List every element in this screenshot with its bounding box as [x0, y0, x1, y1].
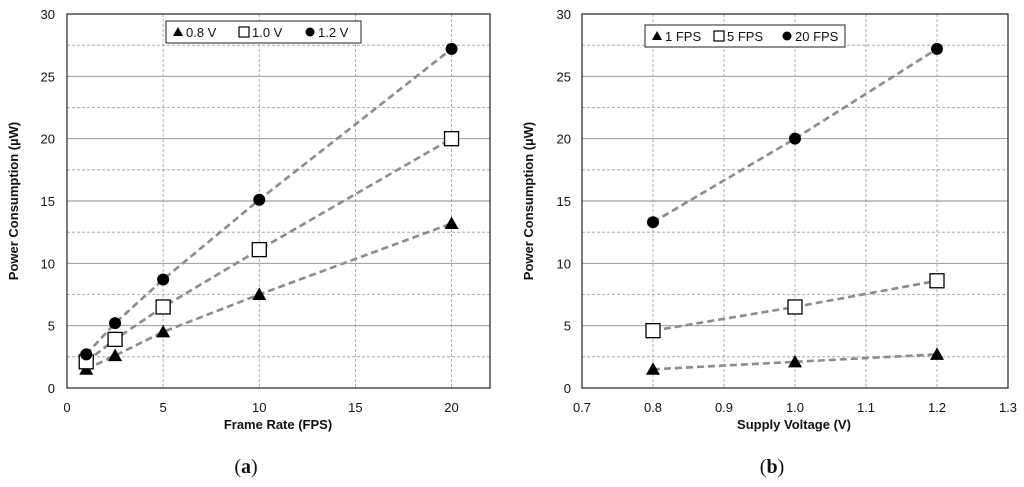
x-tick-label: 0.8 — [644, 400, 662, 415]
y-tick-label: 10 — [557, 256, 571, 271]
data-point-square — [155, 299, 171, 315]
legend-items-b: 1 FPS 5 FPS 20 FPS — [652, 29, 839, 44]
y-tick-label: 20 — [41, 132, 55, 147]
x-tick-label: 20 — [444, 400, 458, 415]
legend-marker-square — [238, 26, 250, 38]
data-point-circle — [253, 193, 266, 206]
legend-a: 0.8 V 1.0 V 1.2 V — [165, 20, 362, 44]
legend-marker-square — [713, 30, 725, 42]
data-point-circle — [789, 132, 801, 145]
y-tick-label: 25 — [557, 69, 571, 84]
legend-box-b — [644, 24, 846, 48]
series-line-2 — [85, 47, 453, 356]
data-point-square — [787, 299, 803, 315]
x-tick-label: 1.2 — [928, 400, 946, 415]
data-point-square — [107, 331, 123, 348]
ticks-b: 0.7 0.8 0.9 1.0 1.1 1.2 1.3 0 5 10 15 20 25 30 — [557, 7, 1018, 415]
legend-label: 0.8 V — [186, 25, 217, 40]
series-a — [78, 42, 460, 375]
plot-frame-a — [66, 13, 491, 389]
x-tick-label: 1.1 — [857, 400, 875, 415]
ticks-a: 0 5 10 15 20 0 5 10 15 20 25 30 — [41, 7, 459, 415]
legend-label: 20 FPS — [795, 29, 839, 44]
legend-label: 1 FPS — [665, 29, 701, 44]
x-tick-label: 5 — [160, 400, 167, 415]
y-axis-title-b: Power Consumption (µW) — [521, 122, 536, 280]
legend-label: 1.2 V — [318, 25, 349, 40]
legend-items-a: 0.8 V 1.0 V 1.2 V — [173, 25, 349, 40]
data-point-triangle — [252, 287, 267, 300]
x-tick-label: 1.0 — [786, 400, 804, 415]
data-point-triangle — [108, 348, 123, 362]
legend-b: 1 FPS 5 FPS 20 FPS — [644, 24, 846, 48]
y-tick-label: 5 — [48, 319, 55, 334]
legend-marker-circle — [782, 31, 792, 41]
grid-a — [67, 14, 490, 388]
chart-panel-a: 0 5 10 15 20 0 5 10 15 20 25 30 Frame Rate (FPS) Po… — [6, 7, 491, 478]
legend-marker-triangle — [652, 31, 662, 40]
series-line-0 — [652, 353, 938, 371]
data-point-triangle — [646, 362, 660, 375]
legend-box-a — [165, 20, 362, 44]
y-tick-label: 0 — [48, 381, 55, 396]
panel-caption-a: (a) — [234, 456, 257, 478]
y-tick-label: 20 — [557, 132, 571, 147]
y-tick-label: 15 — [41, 194, 55, 209]
chart-panel-b: 0.7 0.8 0.9 1.0 1.1 1.2 1.3 0 5 10 15 20 25 30 Supply… — [521, 7, 1017, 478]
panel-caption-b: (b) — [760, 456, 784, 478]
y-tick-label: 0 — [564, 381, 571, 396]
legend-label: 5 FPS — [727, 29, 763, 44]
data-point-square — [251, 241, 267, 258]
y-tick-label: 10 — [41, 256, 55, 271]
series-b — [645, 42, 945, 375]
y-axis-title-a: Power Consumption (µW) — [6, 122, 21, 280]
x-tick-label: 0.7 — [573, 400, 591, 415]
data-point-circle — [80, 348, 93, 361]
plot-frame-b — [581, 13, 1009, 389]
data-point-square — [645, 323, 661, 339]
x-tick-label: 15 — [348, 400, 362, 415]
series-line-2 — [652, 47, 938, 224]
legend-marker-circle — [305, 27, 315, 37]
x-tick-label: 10 — [252, 400, 266, 415]
x-axis-title-b: Supply Voltage (V) — [737, 417, 851, 432]
series-line-0 — [85, 222, 452, 371]
x-axis-title-a: Frame Rate (FPS) — [224, 417, 332, 432]
data-point-circle — [931, 42, 943, 55]
legend-marker-triangle — [173, 27, 183, 36]
legend-label: 1.0 V — [252, 25, 283, 40]
x-tick-label: 1.3 — [999, 400, 1017, 415]
y-tick-label: 25 — [41, 69, 55, 84]
data-point-triangle — [444, 216, 459, 229]
data-point-square — [929, 273, 945, 289]
data-point-circle — [647, 216, 659, 229]
data-point-circle — [157, 273, 170, 286]
data-point-triangle — [930, 347, 944, 360]
data-point-triangle — [788, 354, 802, 368]
data-point-triangle — [156, 324, 171, 338]
data-point-square — [443, 131, 460, 147]
data-point-circle — [445, 42, 458, 55]
x-tick-label: 0 — [63, 400, 70, 415]
y-tick-label: 30 — [41, 7, 55, 22]
series-line-1 — [85, 137, 453, 363]
x-tick-label: 0.9 — [715, 400, 733, 415]
y-tick-label: 30 — [557, 7, 571, 22]
y-tick-label: 5 — [564, 319, 571, 334]
y-tick-label: 15 — [557, 194, 571, 209]
data-point-circle — [109, 317, 122, 330]
